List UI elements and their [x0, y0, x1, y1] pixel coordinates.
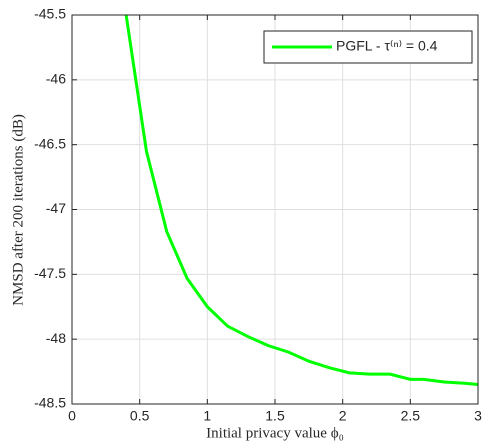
x-tick-label: 0	[68, 408, 76, 424]
x-axis-label: Initial privacy value ϕ₀	[206, 425, 344, 441]
line	[124, 15, 478, 387]
y-tick-label: -46.5	[34, 135, 66, 151]
axes-box	[71, 14, 479, 405]
x-tick-label: 1.5	[265, 408, 285, 424]
legend-label: PGFL - τ⁽ⁿ⁾ = 0.4	[336, 38, 438, 54]
x-tick-label: 1	[203, 408, 211, 424]
y-axis-label: NMSD after 200 iterations (dB)	[10, 114, 26, 306]
y-tick-label: -47.5	[34, 265, 66, 281]
x-tick-label: 3	[474, 408, 482, 424]
y-tick-label: -46	[46, 71, 66, 87]
x-tick-label: 2.5	[401, 408, 421, 424]
x-tick-label: 2	[339, 408, 347, 424]
y-tick-label: -48	[46, 330, 66, 346]
y-tick-label: -45.5	[34, 6, 66, 22]
x-tick-label: 0.5	[130, 408, 150, 424]
y-tick-label: -47	[46, 200, 66, 216]
y-tick-label: -48.5	[34, 395, 66, 411]
